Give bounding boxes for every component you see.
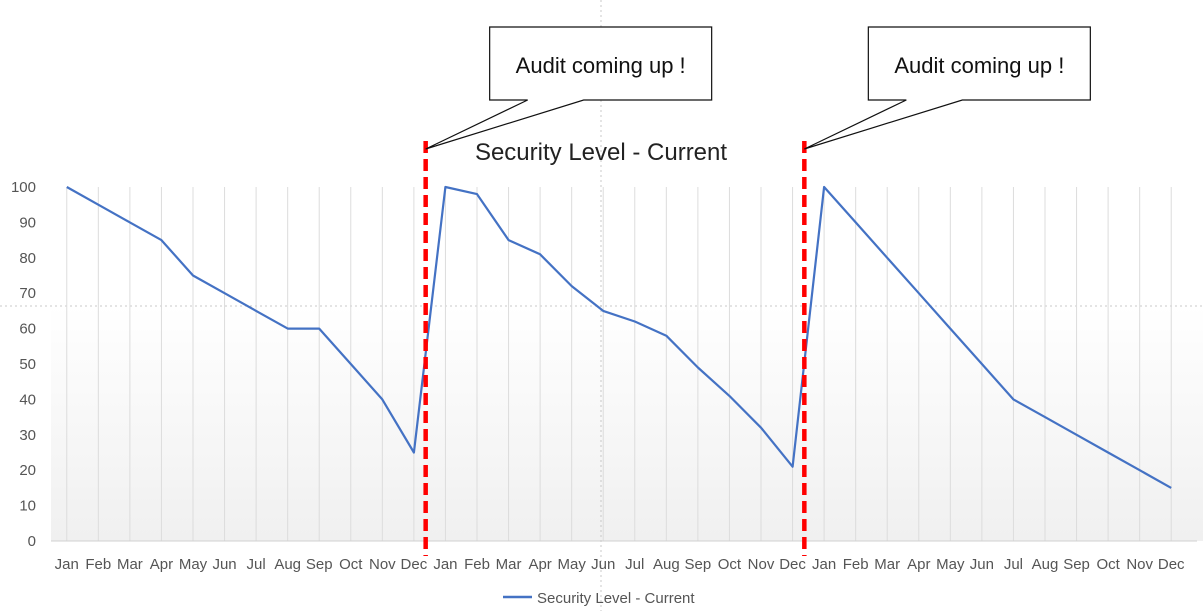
y-tick-label: 70	[19, 285, 36, 302]
x-tick-label: Nov	[1126, 556, 1153, 573]
x-tick-label: Jan	[55, 556, 79, 573]
y-axis-ticks: 0 10 20 30 40 50 60 70 80 90 100	[11, 179, 36, 550]
x-tick-label: Oct	[718, 556, 742, 573]
x-tick-label: Apr	[528, 556, 551, 573]
x-tick-label: Apr	[150, 556, 173, 573]
x-tick-label: Jan	[433, 556, 457, 573]
x-tick-label: May	[179, 556, 208, 573]
x-tick-label: Jul	[1004, 556, 1023, 573]
grid-layer	[51, 187, 1197, 542]
x-tick-label: Aug	[653, 556, 680, 573]
y-tick-label: 10	[19, 498, 36, 515]
x-tick-label: Sep	[1063, 556, 1090, 573]
x-tick-label: Jun	[591, 556, 615, 573]
y-tick-label: 0	[28, 533, 36, 550]
y-tick-label: 90	[19, 214, 36, 231]
x-tick-label: Feb	[85, 556, 111, 573]
y-tick-label: 100	[11, 179, 36, 196]
y-tick-label: 40	[19, 391, 36, 408]
audit-callout-text: Audit coming up !	[894, 53, 1064, 78]
x-tick-label: Mar	[496, 556, 522, 573]
x-tick-label: Oct	[1096, 556, 1120, 573]
x-axis-ticks: Jan Feb Mar Apr May Jun Jul Aug Sep Oct Nov Dec Jan F…	[55, 556, 1185, 573]
x-tick-label: May	[557, 556, 586, 573]
x-tick-label: Oct	[339, 556, 363, 573]
x-tick-label: May	[936, 556, 965, 573]
x-tick-label: Aug	[274, 556, 301, 573]
plot-background	[51, 305, 1203, 541]
x-tick-label: Mar	[874, 556, 900, 573]
x-tick-label: Nov	[748, 556, 775, 573]
x-tick-label: Apr	[907, 556, 930, 573]
y-tick-label: 50	[19, 356, 36, 373]
x-tick-label: Aug	[1032, 556, 1059, 573]
x-tick-label: Sep	[306, 556, 333, 573]
x-tick-label: Dec	[779, 556, 806, 573]
series-layer	[66, 185, 1172, 489]
x-tick-label: Feb	[843, 556, 869, 573]
x-tick-label: Jun	[212, 556, 236, 573]
x-tick-label: Feb	[464, 556, 490, 573]
x-tick-label: Jan	[812, 556, 836, 573]
x-tick-label: Dec	[1158, 556, 1185, 573]
y-tick-label: 20	[19, 462, 36, 479]
audit-callout-box	[425, 26, 713, 150]
x-tick-label: Dec	[401, 556, 428, 573]
series-line	[66, 185, 1172, 489]
y-tick-label: 80	[19, 250, 36, 267]
y-tick-label: 60	[19, 321, 36, 338]
x-tick-label: Jun	[970, 556, 994, 573]
x-tick-label: Jul	[625, 556, 644, 573]
x-tick-label: Mar	[117, 556, 143, 573]
legend: Security Level - Current	[503, 590, 695, 607]
x-tick-label: Sep	[685, 556, 712, 573]
chart-title: Security Level - Current	[475, 139, 727, 166]
legend-label: Security Level - Current	[537, 590, 695, 607]
y-tick-label: 30	[19, 427, 36, 444]
x-tick-label: Nov	[369, 556, 396, 573]
annotation-layer: Audit coming up ! Audit coming up !	[423, 26, 1091, 556]
audit-callout-box	[804, 26, 1091, 150]
x-tick-label: Jul	[247, 556, 266, 573]
audit-callout-text: Audit coming up !	[516, 53, 686, 78]
